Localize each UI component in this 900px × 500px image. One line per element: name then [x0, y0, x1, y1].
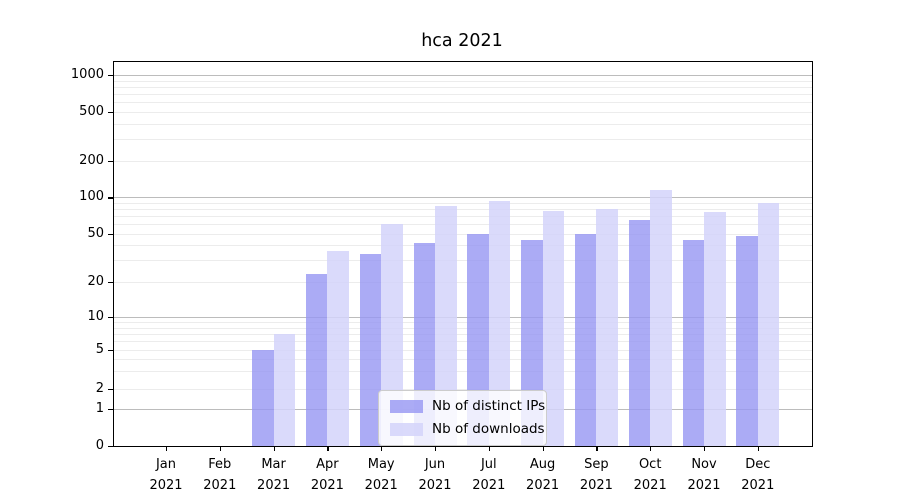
bar-distinct-ips-may [359, 253, 382, 446]
x-tickmark-may [381, 446, 383, 451]
x-tickmark-oct [650, 446, 652, 451]
gridline-minor-40 [114, 245, 812, 247]
y-ticklabel-10: 10 [87, 309, 104, 324]
gridline-minor-6 [114, 341, 812, 343]
gridline-minor-500 [114, 112, 812, 113]
x-ticklabel-sep: Sep 2021 [579, 457, 613, 493]
y-ticklabel-50: 50 [87, 225, 104, 241]
bar-distinct-ips-nov [682, 240, 704, 446]
legend-swatch-downloads [390, 422, 423, 436]
bar-distinct-ips-mar [252, 350, 274, 446]
gridline-minor-7 [114, 333, 812, 335]
x-ticklabel-feb: Feb 2021 [203, 457, 237, 493]
gridline-major-1000 [114, 75, 812, 76]
chart-title: hca 2021 [421, 31, 503, 51]
y-tickmark-5 [108, 350, 114, 352]
gridline-minor-900 [114, 80, 812, 82]
legend-row-downloads: Nb of downloads [390, 421, 545, 437]
gridline-minor-5 [114, 350, 812, 351]
bar-downloads-jun [435, 206, 457, 446]
x-ticklabel-dec: Dec 2021 [741, 457, 775, 493]
x-tickmark-apr [327, 446, 329, 451]
y-tickmark-50 [108, 233, 114, 235]
y-ticklabel-2: 2 [95, 380, 104, 396]
bar-downloads-sep [596, 208, 618, 446]
gridline-minor-800 [114, 86, 812, 88]
x-tickmark-nov [704, 446, 706, 451]
y-ticklabel-1000: 1000 [70, 67, 104, 82]
gridline-minor-9 [114, 322, 812, 324]
y-tickmark-20 [108, 281, 114, 283]
bar-downloads-oct [650, 189, 672, 446]
x-tickmark-jan [166, 446, 168, 451]
gridline-minor-2 [114, 388, 812, 390]
bar-distinct-ips-oct [628, 219, 651, 446]
y-ticklabel-20: 20 [87, 273, 104, 289]
x-ticklabel-jan: Jan 2021 [149, 457, 183, 493]
y-tickmark-10 [108, 317, 114, 319]
legend-swatch-distinct-ips [390, 399, 423, 413]
y-tickmark-1 [108, 409, 114, 411]
legend: Nb of distinct IPs Nb of downloads [378, 390, 547, 446]
gridline-minor-80 [114, 208, 812, 210]
gridline-minor-60 [114, 223, 812, 225]
gridline-minor-200 [114, 160, 812, 162]
gridline-minor-30 [114, 260, 812, 262]
x-ticklabel-apr: Apr 2021 [310, 457, 344, 493]
y-ticklabel-200: 200 [79, 152, 104, 168]
y-ticklabel-100: 100 [79, 189, 104, 205]
gridline-minor-4 [114, 359, 812, 361]
x-ticklabel-nov: Nov 2021 [687, 457, 721, 493]
gridline-major-100 [114, 197, 812, 199]
x-ticklabel-aug: Aug 2021 [526, 457, 560, 493]
legend-row-distinct-ips: Nb of distinct IPs [390, 398, 545, 414]
y-ticklabel-5: 5 [95, 342, 104, 357]
gridline-minor-3 [114, 371, 812, 373]
plot-area: 0 1 2 5 10 20 50 100 200 500 1000 Jan 2021 Feb 2021… [71, 61, 813, 493]
bar-downloads-dec [757, 203, 780, 446]
gridline-minor-700 [114, 94, 812, 96]
gridline-minor-300 [114, 139, 812, 141]
x-tickmark-mar [273, 446, 275, 451]
y-ticklabel-500: 500 [79, 104, 104, 119]
legend-label-distinct-ips: Nb of distinct IPs [432, 398, 546, 414]
bar-distinct-ips-apr [305, 274, 328, 446]
legend-label-downloads: Nb of downloads [432, 421, 545, 437]
bar-distinct-ips-sep [574, 233, 597, 446]
y-tickmark-1000 [108, 75, 114, 77]
bar-downloads-nov [704, 212, 726, 446]
x-tickmark-aug [542, 446, 544, 451]
gridline-minor-600 [114, 102, 812, 104]
bar-downloads-apr [327, 250, 349, 446]
x-ticklabel-oct: Oct 2021 [633, 457, 667, 493]
y-tickmark-0 [108, 446, 114, 448]
bar-downloads-mar [273, 333, 296, 446]
gridline-minor-70 [114, 215, 812, 217]
x-ticklabel-mar: Mar 2021 [257, 457, 291, 493]
y-tickmark-500 [108, 112, 114, 114]
y-ticklabel-0: 0 [95, 438, 104, 453]
y-tickmark-2 [108, 388, 114, 390]
x-ticklabel-may: May 2021 [364, 457, 398, 493]
x-tickmark-dec [757, 446, 760, 451]
gridline-major-10 [114, 317, 812, 318]
y-tickmark-100 [108, 197, 114, 199]
y-ticklabel-1: 1 [95, 401, 104, 416]
x-tickmark-sep [596, 446, 598, 451]
x-tickmark-jul [488, 446, 491, 451]
gridline-minor-8 [114, 327, 812, 329]
bar-downloads-aug [542, 210, 565, 446]
x-tickmark-jun [435, 446, 437, 451]
gridline-minor-90 [114, 202, 812, 204]
y-tickmark-200 [108, 160, 114, 162]
x-ticklabel-jun: Jun 2021 [418, 457, 452, 493]
bar-distinct-ips-dec [736, 235, 758, 446]
gridline-minor-400 [114, 123, 812, 125]
gridline-minor-50 [114, 233, 812, 235]
x-tickmark-feb [219, 446, 222, 451]
gridline-minor-20 [114, 281, 812, 283]
bar-downloads-jul [488, 200, 511, 446]
x-ticklabel-jul: Jul 2021 [472, 457, 506, 493]
